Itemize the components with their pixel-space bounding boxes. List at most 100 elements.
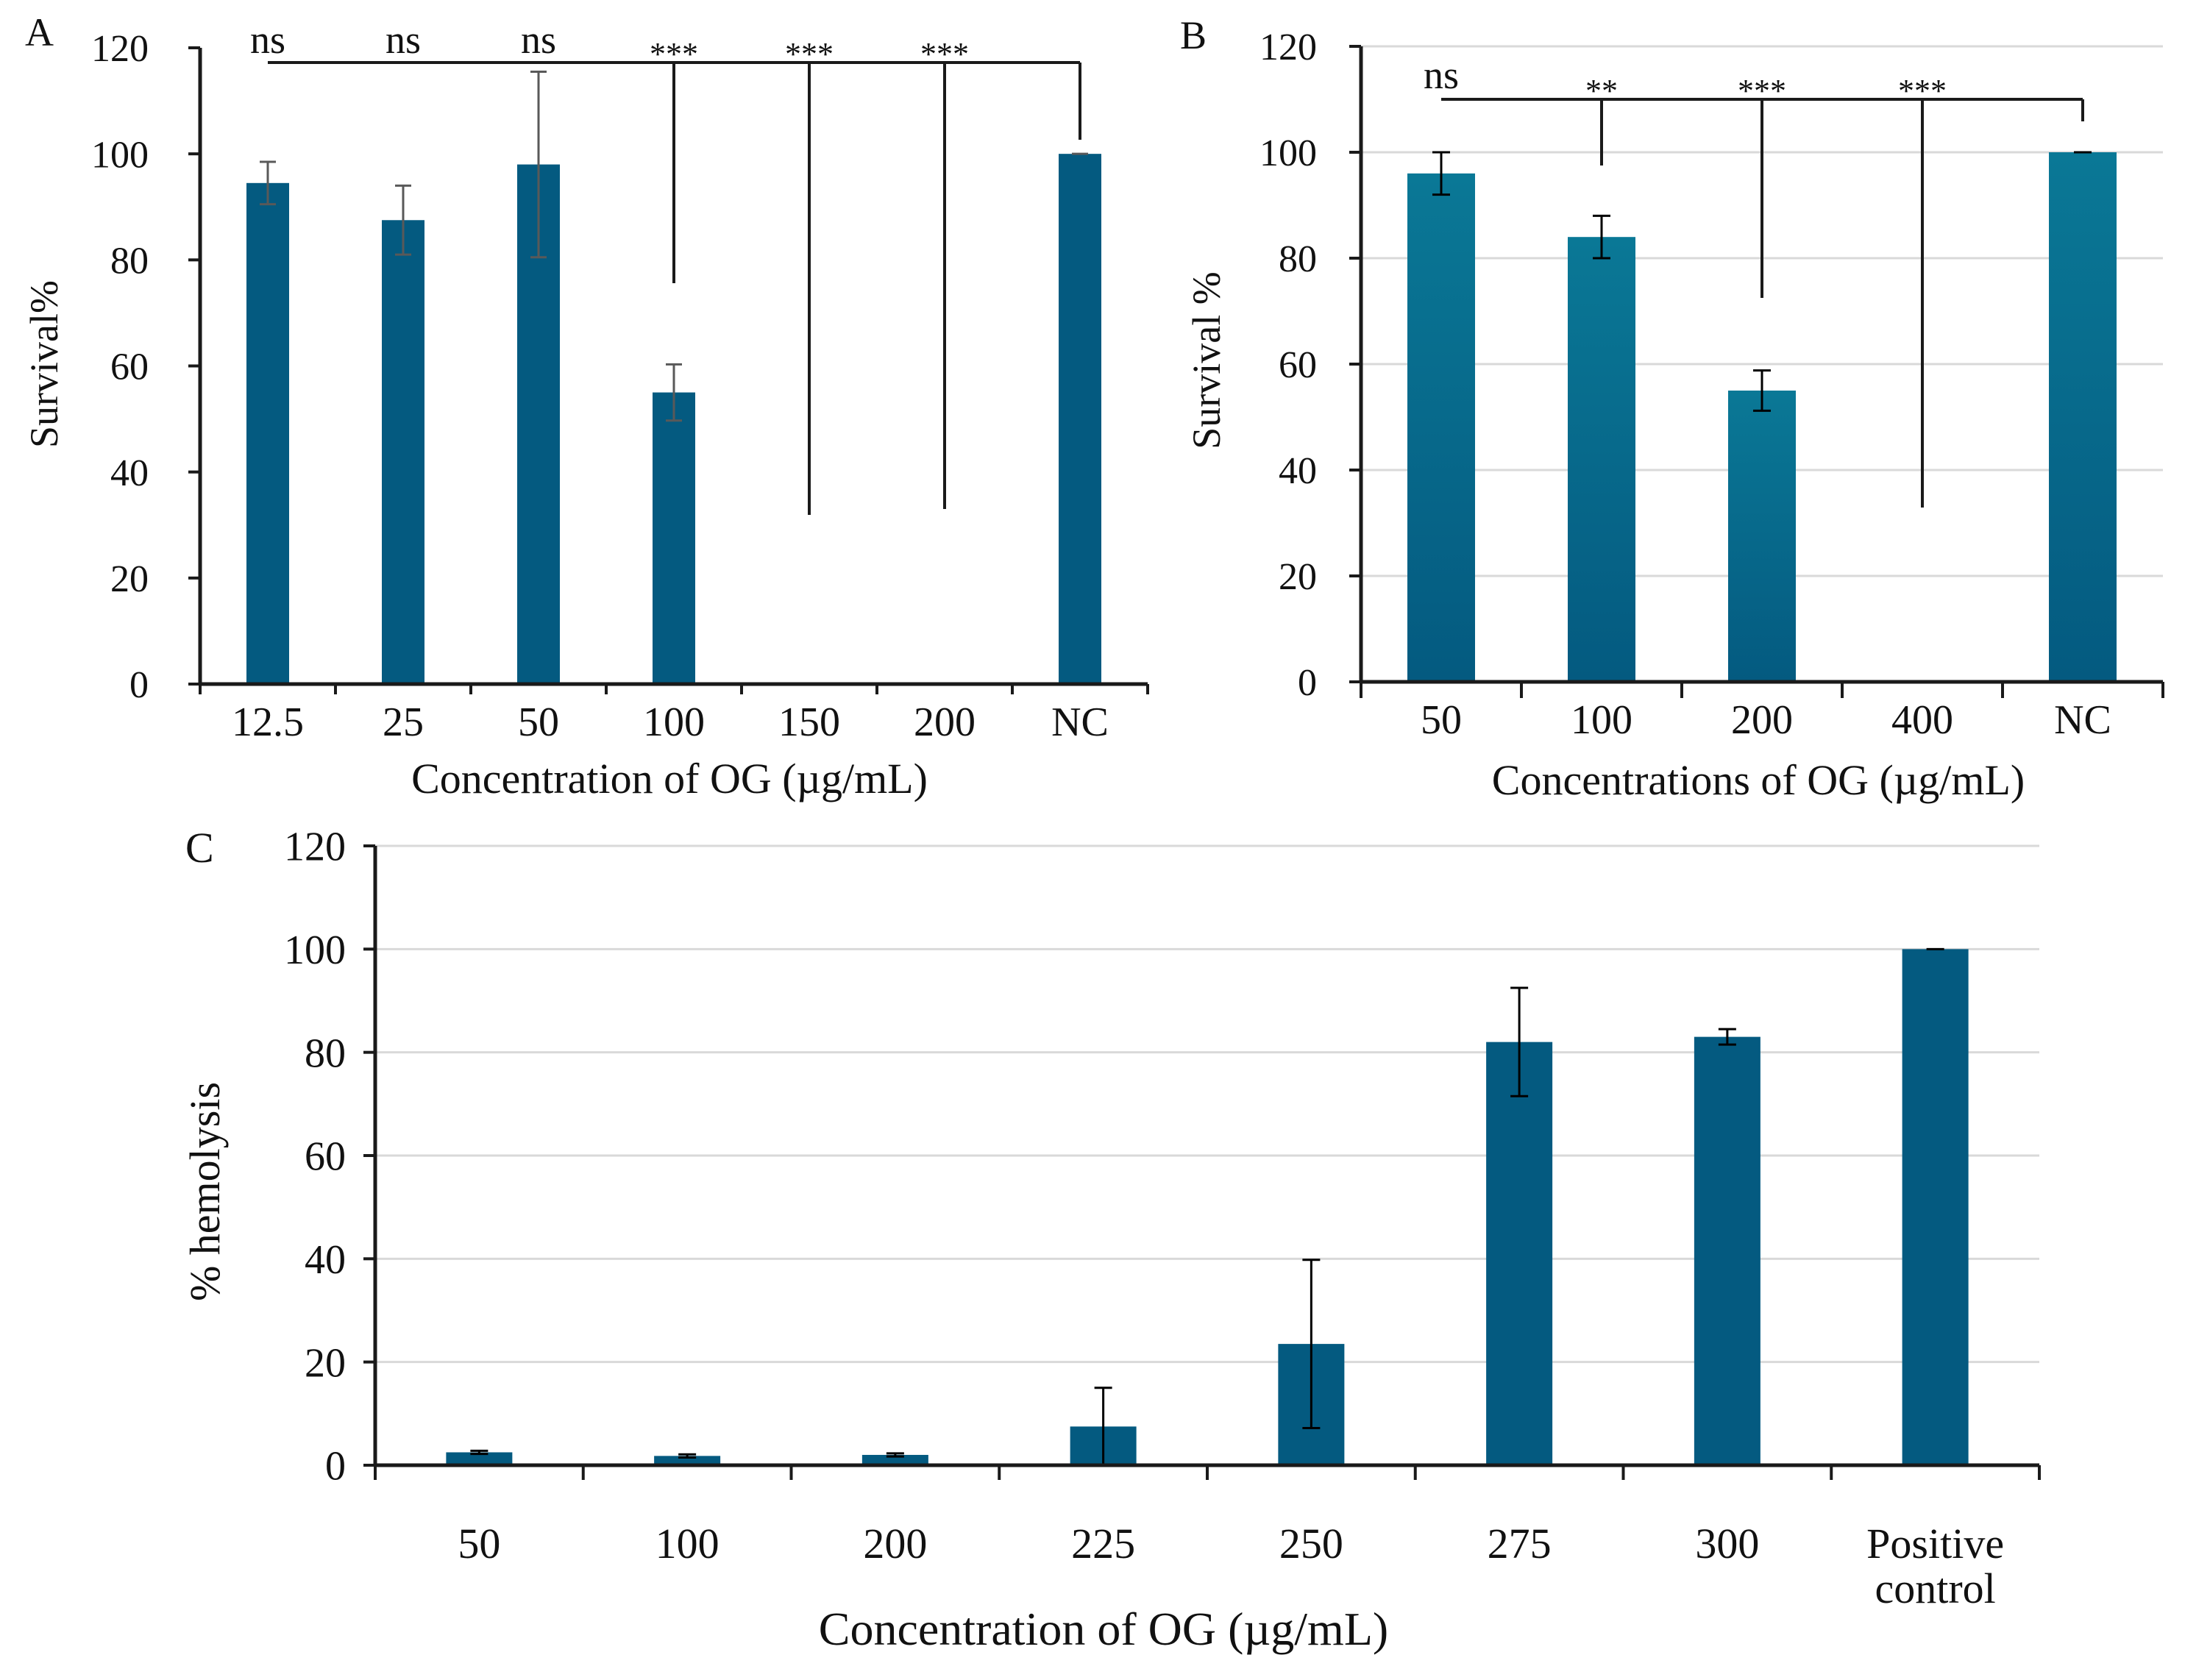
x-tick-label: 400	[1891, 697, 1953, 743]
y-tick-label: 60	[110, 346, 149, 388]
x-tick-label-line: 25	[383, 700, 424, 745]
x-tick-label: 275	[1488, 1520, 1552, 1567]
x-tick-label-line: 200	[1731, 697, 1793, 743]
panel-c-error-bars	[470, 947, 1944, 1467]
x-tick-label-line: 50	[518, 700, 559, 745]
panel-c-bars	[446, 949, 1969, 1465]
x-tick-label-line: 300	[1695, 1520, 1759, 1567]
x-tick-label-line: 150	[778, 700, 840, 745]
y-tick-label: 20	[305, 1340, 346, 1386]
y-tick-label: 60	[305, 1134, 346, 1180]
bar	[2049, 152, 2117, 682]
x-tick-label-line: 400	[1891, 697, 1953, 743]
x-tick-label: 150	[778, 700, 840, 745]
bar	[1902, 949, 1969, 1465]
y-tick-label: 40	[305, 1237, 346, 1283]
x-tick-label: 200	[914, 700, 976, 745]
panel-a-x-tick-labels: 12.5 25 50 100 150 200 NC	[232, 700, 1109, 745]
panel-b-axes	[1349, 45, 2164, 698]
y-tick-label: 80	[1279, 238, 1317, 280]
significance-label: ns	[521, 18, 556, 62]
x-tick-label-line: 200	[914, 700, 976, 745]
y-tick-label: 100	[1259, 132, 1317, 174]
bar	[653, 392, 695, 684]
panel-a: A Survival% Concentration of OG (µg/mL) …	[22, 10, 1149, 802]
y-tick-label: 80	[110, 241, 149, 282]
panel-c-x-tick-labels: 50 100 200 225 250 275 300 Positive control	[458, 1520, 2004, 1612]
y-tick-label: 0	[129, 664, 149, 706]
x-tick-label-line: 50	[1421, 697, 1462, 743]
y-tick-label: 20	[110, 558, 149, 600]
x-tick-label-line: Positive	[1866, 1520, 2004, 1567]
bar	[1694, 1036, 1760, 1465]
panel-b-letter: B	[1180, 13, 1207, 57]
x-tick-label: 100	[643, 700, 705, 745]
x-tick-label: 12.5	[232, 700, 304, 745]
y-tick-label: 120	[91, 28, 149, 70]
bar	[1407, 173, 1475, 683]
panel-b-ylabel: Survival %	[1184, 271, 1229, 449]
x-tick-label: 100	[1571, 697, 1632, 743]
y-tick-label: 100	[284, 928, 346, 973]
bar	[654, 1456, 721, 1465]
x-tick-label-line: 12.5	[232, 700, 304, 745]
x-tick-label-line: 100	[655, 1520, 720, 1567]
bar	[861, 1454, 928, 1465]
bar	[1059, 154, 1101, 684]
x-tick-label-line: NC	[2054, 697, 2111, 743]
y-tick-label: 0	[325, 1444, 346, 1489]
x-tick-label-line: 225	[1071, 1520, 1135, 1567]
x-tick-label: 50	[518, 700, 559, 745]
panel-a-axes	[188, 46, 1149, 694]
panel-a-y-tick-labels: 0 20 40 60 80 100 120	[91, 28, 149, 706]
panel-c-axes	[363, 844, 2041, 1480]
x-tick-label: 300	[1695, 1520, 1759, 1567]
panel-b-xlabel: Concentrations of OG (µg/mL)	[1492, 756, 2025, 804]
panel-b-error-bars	[1432, 151, 2092, 412]
x-tick-label: NC	[2054, 697, 2111, 743]
x-tick-label: 25	[383, 700, 424, 745]
x-tick-label: 200	[1731, 697, 1793, 743]
y-tick-label: 80	[305, 1031, 346, 1076]
panel-c-ylabel: % hemolysis	[181, 1082, 229, 1301]
x-tick-label-line: 200	[863, 1520, 927, 1567]
x-tick-label: 200	[863, 1520, 927, 1567]
panel-c-xlabel: Concentration of OG (µg/mL)	[819, 1603, 1388, 1655]
x-tick-label-line: 250	[1279, 1520, 1343, 1567]
panel-a-bars	[246, 154, 1101, 685]
panel-a-xlabel: Concentration of OG (µg/mL)	[411, 755, 928, 802]
x-tick-label-line: NC	[1051, 700, 1109, 745]
y-tick-label: 120	[284, 825, 346, 870]
bar	[246, 182, 289, 684]
y-tick-label: 120	[1259, 26, 1317, 68]
panel-b: B Survival % Concentrations of OG (µg/mL…	[1180, 13, 2164, 804]
panel-c-gridlines	[375, 844, 2039, 1364]
panel-c-y-tick-labels: 0 20 40 60 80 100 120	[284, 825, 346, 1489]
x-tick-label-line: 50	[458, 1520, 500, 1567]
x-tick-label-line: 100	[1571, 697, 1632, 743]
x-tick-label: 50	[458, 1520, 500, 1567]
x-tick-label: 50	[1421, 697, 1462, 743]
x-tick-label-line: 275	[1488, 1520, 1552, 1567]
panel-a-error-bars	[260, 70, 1088, 422]
significance-label: ns	[1424, 53, 1459, 97]
x-tick-label: NC	[1051, 700, 1109, 745]
x-tick-label-line: 100	[643, 700, 705, 745]
bar	[382, 220, 424, 684]
y-tick-label: 20	[1279, 556, 1317, 598]
x-tick-label: Positive control	[1866, 1520, 2004, 1612]
y-tick-label: 0	[1298, 662, 1317, 704]
panel-c-letter: C	[185, 824, 214, 872]
x-tick-label-line: control	[1875, 1565, 1995, 1612]
x-tick-label: 250	[1279, 1520, 1343, 1567]
panel-b-bars	[1407, 152, 2117, 683]
significance-label: ns	[250, 18, 285, 62]
y-tick-label: 100	[91, 134, 149, 176]
panel-a-letter: A	[25, 10, 54, 54]
panel-b-significance: ns ** *** ***	[1424, 53, 2084, 508]
significance-label: ns	[385, 18, 421, 62]
y-tick-label: 40	[1279, 450, 1317, 492]
bar	[1728, 391, 1796, 682]
panel-c: C % hemolysis Concentration of OG (µg/mL…	[181, 824, 2041, 1655]
